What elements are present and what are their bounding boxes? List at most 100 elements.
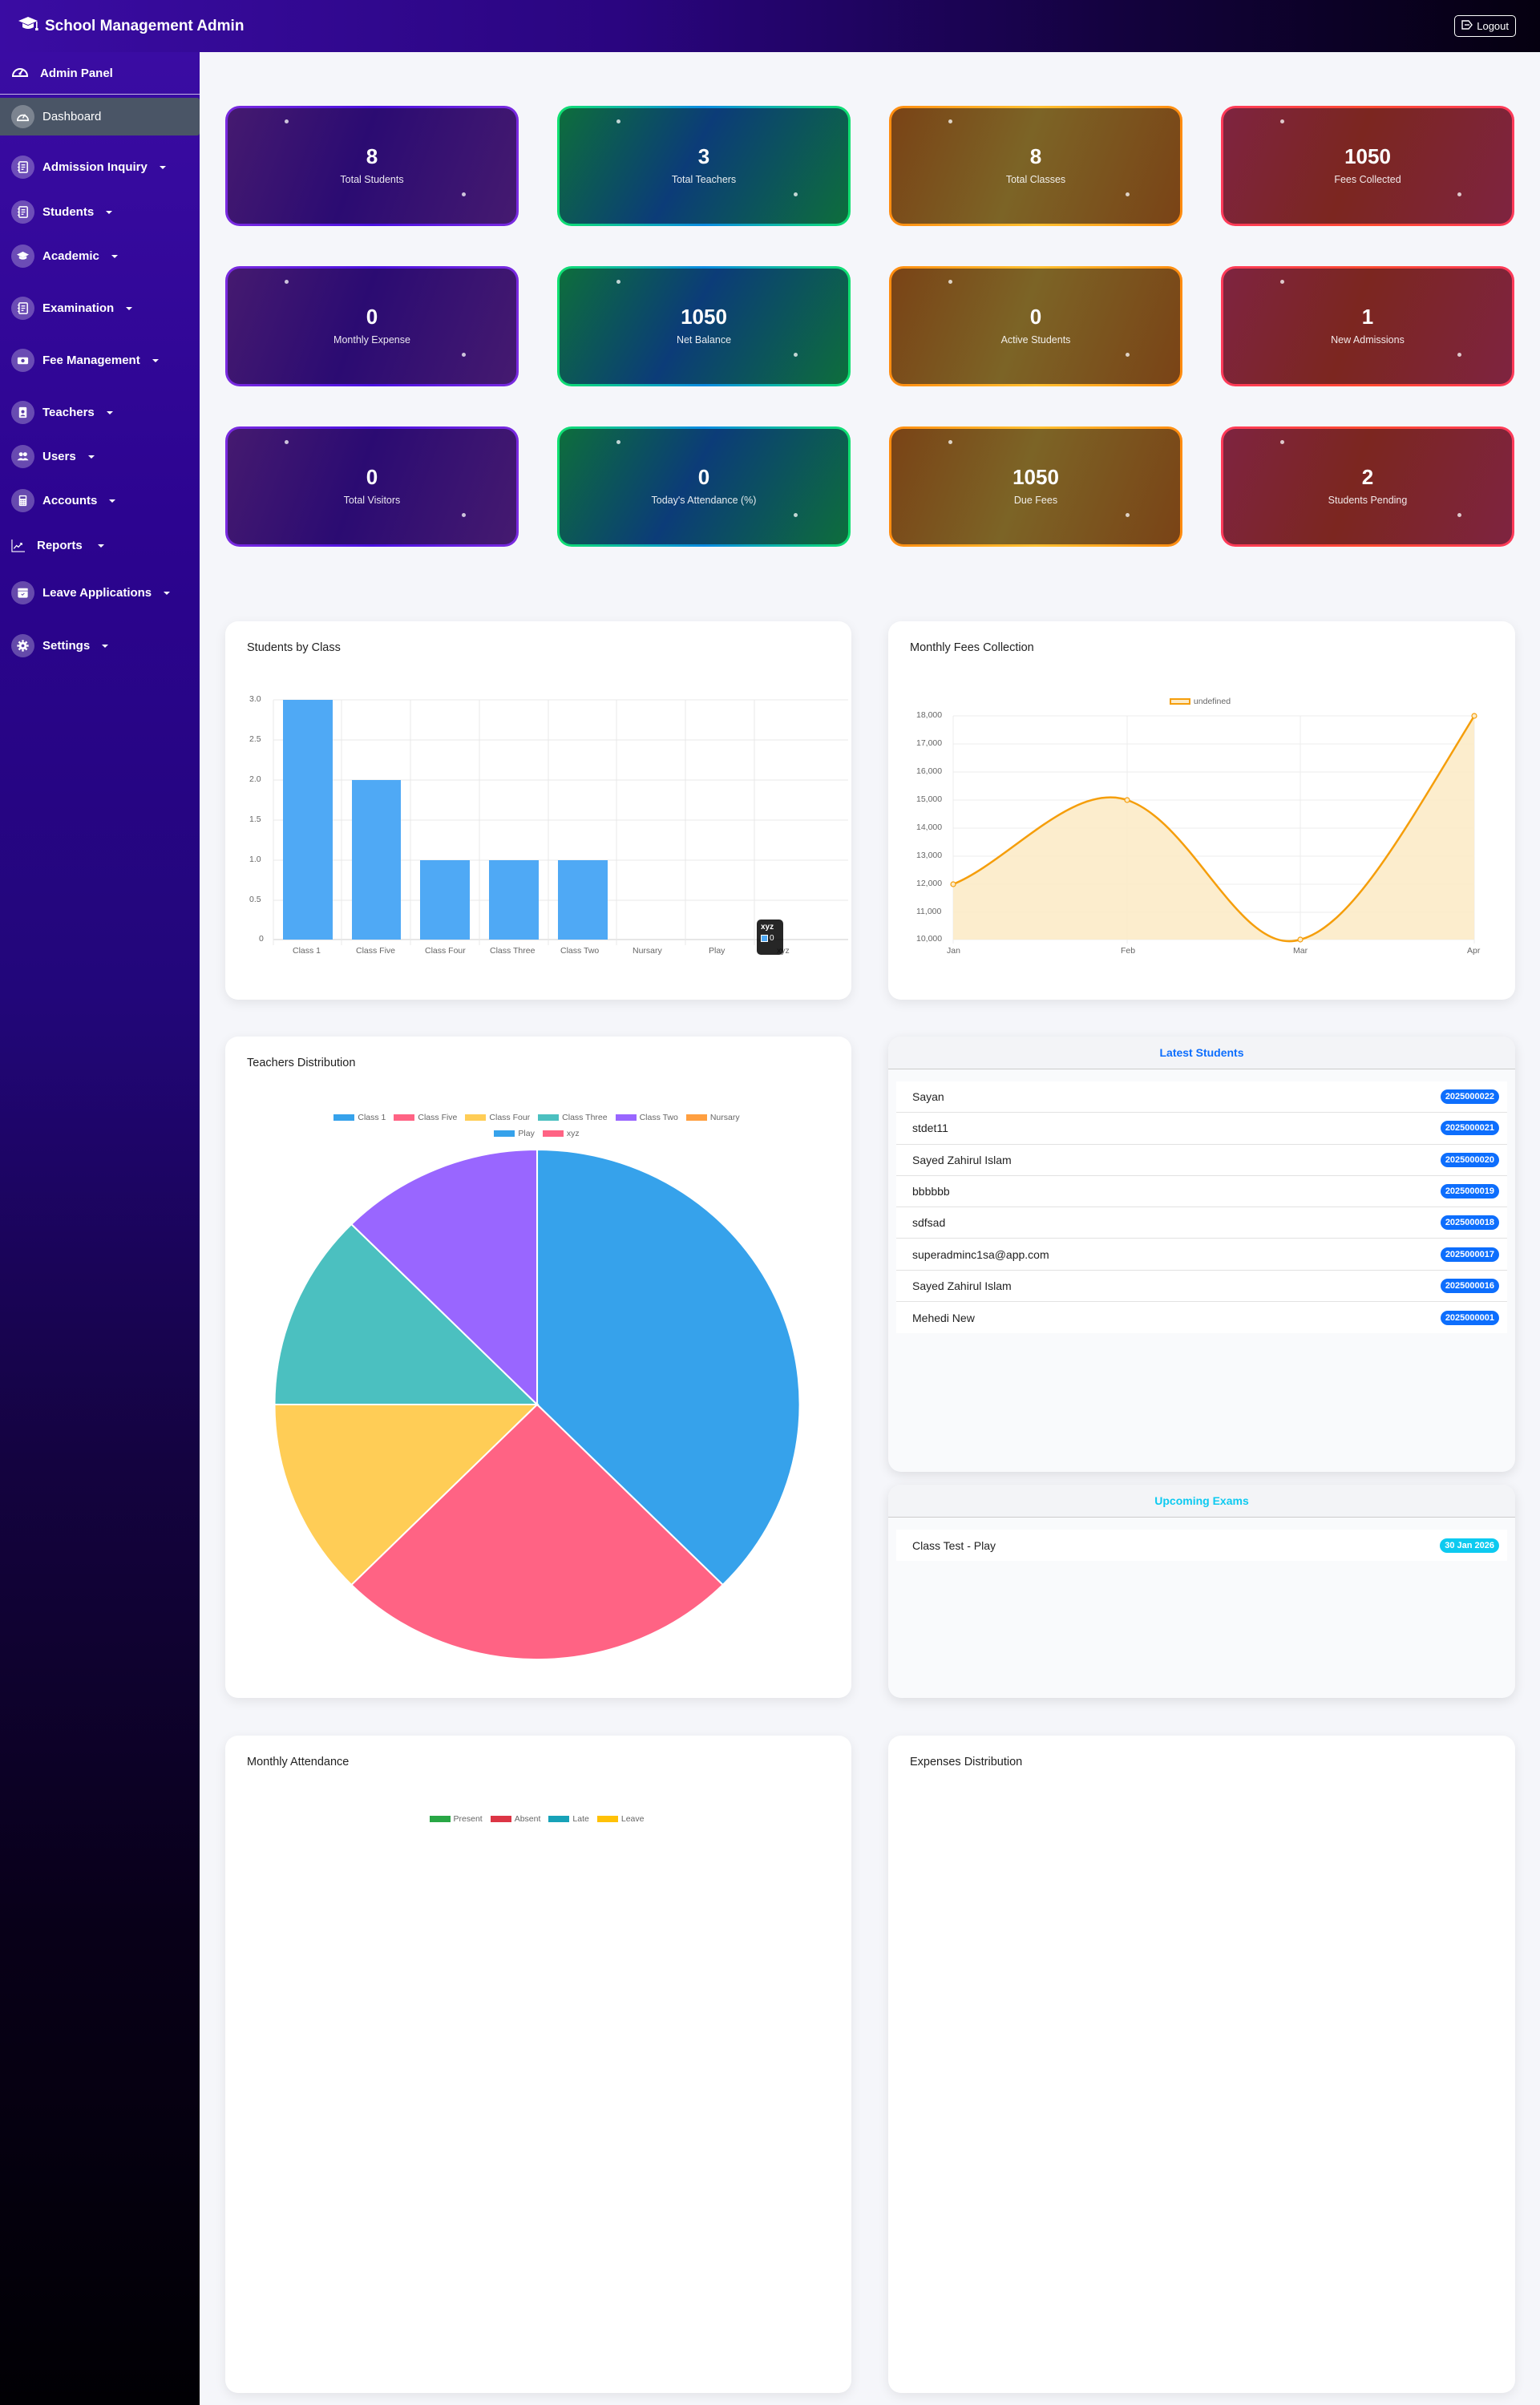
line-chart-icon: [11, 534, 29, 557]
list-item[interactable]: sdfsad 2025000018: [896, 1207, 1507, 1239]
legend-item[interactable]: Present: [429, 1814, 483, 1824]
latest-students-card: Latest Students Sayan 2025000022 stdet11 2…: [888, 1037, 1515, 1472]
stat-card-fees-collected[interactable]: 1050 Fees Collected: [1221, 106, 1514, 226]
legend-item[interactable]: undefined: [1169, 697, 1231, 706]
sidebar-item-users[interactable]: Users: [0, 438, 200, 475]
stat-card-students-pending[interactable]: 2 Students Pending: [1221, 426, 1514, 547]
stat-card-todays-attendance[interactable]: 0 Today's Attendance (%): [557, 426, 851, 547]
legend-item[interactable]: Leave: [596, 1814, 644, 1824]
stat-label: Monthly Expense: [333, 333, 410, 346]
decor-dot: [948, 280, 952, 284]
sidebar-item-fee-management[interactable]: Fee Management: [0, 342, 200, 379]
chevron-down-icon: [111, 254, 118, 258]
logout-button[interactable]: Logout: [1454, 15, 1516, 37]
student-name: superadminc1sa@app.com: [912, 1247, 1049, 1261]
legend-item[interactable]: xyz: [542, 1129, 580, 1138]
gear-icon: [11, 634, 34, 657]
list-item[interactable]: Sayan 2025000022: [896, 1081, 1507, 1114]
monthly-fees-chart[interactable]: [888, 621, 1515, 1000]
sidebar-item-students[interactable]: Students: [0, 193, 200, 231]
chart-tooltip: xyz 0: [757, 920, 783, 955]
sidebar-item-academic[interactable]: Academic: [0, 237, 200, 275]
stat-card-new-admissions[interactable]: 1 New Admissions: [1221, 266, 1514, 386]
legend-item[interactable]: Absent: [490, 1814, 540, 1824]
list-item[interactable]: stdet11 2025000021: [896, 1113, 1507, 1145]
chevron-down-icon: [87, 455, 95, 459]
upcoming-exams-card: Upcoming Exams Class Test - Play 30 Jan 2…: [888, 1485, 1515, 1698]
sidebar-item-reports[interactable]: Reports: [0, 527, 200, 564]
dashboard-gauge-icon: [11, 64, 29, 82]
sidebar-item-accounts[interactable]: Accounts: [0, 482, 200, 519]
stat-value: 8: [1029, 143, 1042, 168]
stat-label: Students Pending: [1328, 494, 1408, 506]
stat-label: Total Visitors: [343, 494, 401, 506]
list-item[interactable]: Mehedi New 2025000001: [896, 1302, 1507, 1334]
chevron-down-icon: [152, 358, 159, 362]
card-title: Expenses Distribution: [910, 1756, 1023, 1768]
legend-item[interactable]: Class Three: [538, 1113, 608, 1122]
student-id-badge: 2025000020: [1440, 1152, 1499, 1167]
stat-card-monthly-expense[interactable]: 0 Monthly Expense: [225, 266, 519, 386]
stat-value: 0: [366, 464, 378, 489]
sidebar-item-admission-inquiry[interactable]: Admission Inquiry: [0, 148, 200, 186]
monthly-attendance-card: Monthly Attendance Present Absent Late L…: [225, 1736, 851, 2393]
stat-label: Fees Collected: [1334, 173, 1401, 185]
sidebar-item-examination[interactable]: Examination: [0, 289, 200, 327]
decor-dot: [462, 192, 466, 196]
legend-item[interactable]: Class Four: [465, 1113, 530, 1122]
list-item[interactable]: Sayed Zahirul Islam 2025000016: [896, 1270, 1507, 1303]
list-item[interactable]: bbbbbb 2025000019: [896, 1175, 1507, 1208]
stat-card-net-balance[interactable]: 1050 Net Balance: [557, 266, 851, 386]
student-id-badge: 2025000022: [1440, 1089, 1499, 1105]
students-by-class-chart[interactable]: [225, 621, 851, 1000]
decor-dot: [1457, 192, 1461, 196]
stat-card-active-students[interactable]: 0 Active Students: [889, 266, 1182, 386]
stat-card-due-fees[interactable]: 1050 Due Fees: [889, 426, 1182, 547]
stat-value: 0: [366, 304, 378, 329]
legend-swatch: [542, 1130, 564, 1137]
teachers-distribution-card: Teachers Distribution Class 1 Class Five…: [225, 1037, 851, 1698]
stat-value: 0: [697, 464, 710, 489]
legend-swatch: [1169, 698, 1190, 705]
stat-value: 3: [697, 143, 710, 168]
calendar-check-icon: [11, 581, 34, 604]
decor-dot: [1280, 280, 1284, 284]
stat-card-total-students[interactable]: 8 Total Students: [225, 106, 519, 226]
legend-swatch: [333, 1114, 355, 1121]
stat-card-total-classes[interactable]: 8 Total Classes: [889, 106, 1182, 226]
legend-item[interactable]: Play: [494, 1129, 535, 1138]
stat-value: 2: [1361, 464, 1374, 489]
sidebar-item-dashboard[interactable]: Dashboard: [0, 98, 200, 135]
legend-swatch: [465, 1114, 487, 1121]
upcoming-exams-title: Upcoming Exams: [888, 1485, 1515, 1518]
legend-swatch: [429, 1816, 451, 1822]
list-item[interactable]: Class Test - Play 30 Jan 2026: [896, 1530, 1507, 1562]
decor-dot: [285, 440, 289, 444]
stat-label: Total Teachers: [671, 173, 737, 185]
tooltip-swatch: [761, 935, 768, 942]
student-id-badge: 2025000021: [1440, 1121, 1499, 1136]
chevron-down-icon: [97, 544, 104, 548]
legend-item[interactable]: Nursary: [685, 1113, 740, 1122]
legend-item[interactable]: Class 1: [333, 1113, 386, 1122]
stat-card-total-teachers[interactable]: 3 Total Teachers: [557, 106, 851, 226]
app-brand[interactable]: School Management Admin: [18, 15, 244, 38]
stat-value: 1050: [681, 304, 727, 329]
graduation-cap-icon: [18, 15, 38, 38]
list-item[interactable]: Sayed Zahirul Islam 2025000020: [896, 1144, 1507, 1176]
app-title: School Management Admin: [45, 17, 245, 34]
decor-dot: [616, 119, 620, 123]
legend-item[interactable]: Class Two: [615, 1113, 678, 1122]
sidebar-item-teachers[interactable]: Teachers: [0, 394, 200, 431]
decor-dot: [1280, 440, 1284, 444]
list-item[interactable]: superadminc1sa@app.com 2025000017: [896, 1239, 1507, 1271]
card-title: Teachers Distribution: [247, 1057, 356, 1069]
legend-item[interactable]: Late: [548, 1814, 589, 1824]
teachers-distribution-pie[interactable]: [225, 1037, 851, 1698]
stat-card-total-visitors[interactable]: 0 Total Visitors: [225, 426, 519, 547]
card-title: Students by Class: [247, 641, 341, 654]
sidebar-item-settings[interactable]: Settings: [0, 627, 200, 665]
chevron-down-icon: [159, 165, 166, 169]
sidebar-item-leave-applications[interactable]: Leave Applications: [0, 574, 200, 612]
legend-item[interactable]: Class Five: [394, 1113, 457, 1122]
